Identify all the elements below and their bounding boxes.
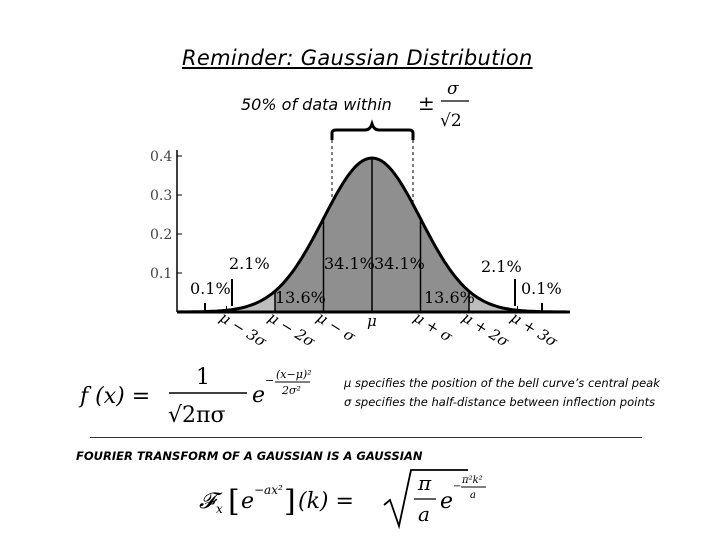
svg-text:a: a [418,502,430,526]
region-label: 34.1% [324,254,375,273]
region-label: 34.1% [374,254,425,273]
svg-text:√2: √2 [440,111,462,131]
y-tick-label: 0.4 [150,149,172,165]
sigma-note: σ specifies the half-distance between in… [344,395,656,409]
svg-text:f (x) =: f (x) = [78,384,150,409]
svg-text:−: − [453,481,461,492]
fourier-formula: 𝓕 x [ e −ax² ] (k) = π a e − π²k² a [199,469,486,530]
svg-text:σ: σ [447,79,459,99]
x-tick-label: μ + σ [410,308,456,346]
sigma-lines [274,158,470,312]
x-tick-label: μ − 3σ [216,308,270,351]
x-tick-label: μ + 3σ [507,308,561,351]
svg-text:π²k²: π²k² [461,475,483,486]
svg-text:(k) =: (k) = [298,489,354,514]
svg-text:x: x [216,502,223,516]
svg-text:[: [ [228,484,240,519]
svg-text:(x−μ)²: (x−μ)² [276,368,312,381]
gaussian-curve [178,156,566,314]
svg-text:±: ± [418,91,435,115]
region-label: 2.1% [481,257,522,276]
x-tick-label: μ − σ [313,308,359,346]
region-label: 13.6% [424,288,475,307]
svg-text:−: − [265,374,274,387]
svg-text:1: 1 [196,365,210,390]
within-label: 50% of data within [241,95,392,114]
svg-text:−ax²: −ax² [254,483,283,497]
gaussian-pdf-formula: f (x) = 1 √2πσ e − (x−μ)² 2σ² [78,365,312,428]
x-tick-label: μ [367,312,377,330]
svg-text:e: e [241,489,254,514]
svg-text:a: a [470,490,476,501]
fourier-title: FOURIER TRANSFORM OF A GAUSSIAN IS A GAU… [76,449,423,463]
svg-text:2σ²: 2σ² [281,384,301,397]
y-tick-label: 0.1 [150,266,172,282]
region-label: 0.1% [190,279,231,298]
svg-text:]: ] [284,484,296,519]
pm-sigma-over-sqrt2: ± σ √2 [418,79,469,131]
half-data-brace [330,119,415,140]
slide-title: Reminder: Gaussian Distribution [182,46,533,70]
x-tick-label: μ − 2σ [265,308,319,351]
x-tick-label: μ + 2σ [459,308,513,351]
region-label: 13.6% [275,288,326,307]
region-label: 2.1% [229,254,270,273]
svg-text:e: e [252,383,265,408]
divider [90,437,642,438]
y-tick-label: 0.3 [150,188,172,204]
svg-text:π: π [417,471,432,495]
y-tick-label: 0.2 [150,227,172,243]
svg-text:√2πσ: √2πσ [168,403,226,428]
region-label: 0.1% [521,279,562,298]
mu-note: μ specifies the position of the bell cur… [344,376,660,390]
svg-text:e: e [440,489,453,514]
